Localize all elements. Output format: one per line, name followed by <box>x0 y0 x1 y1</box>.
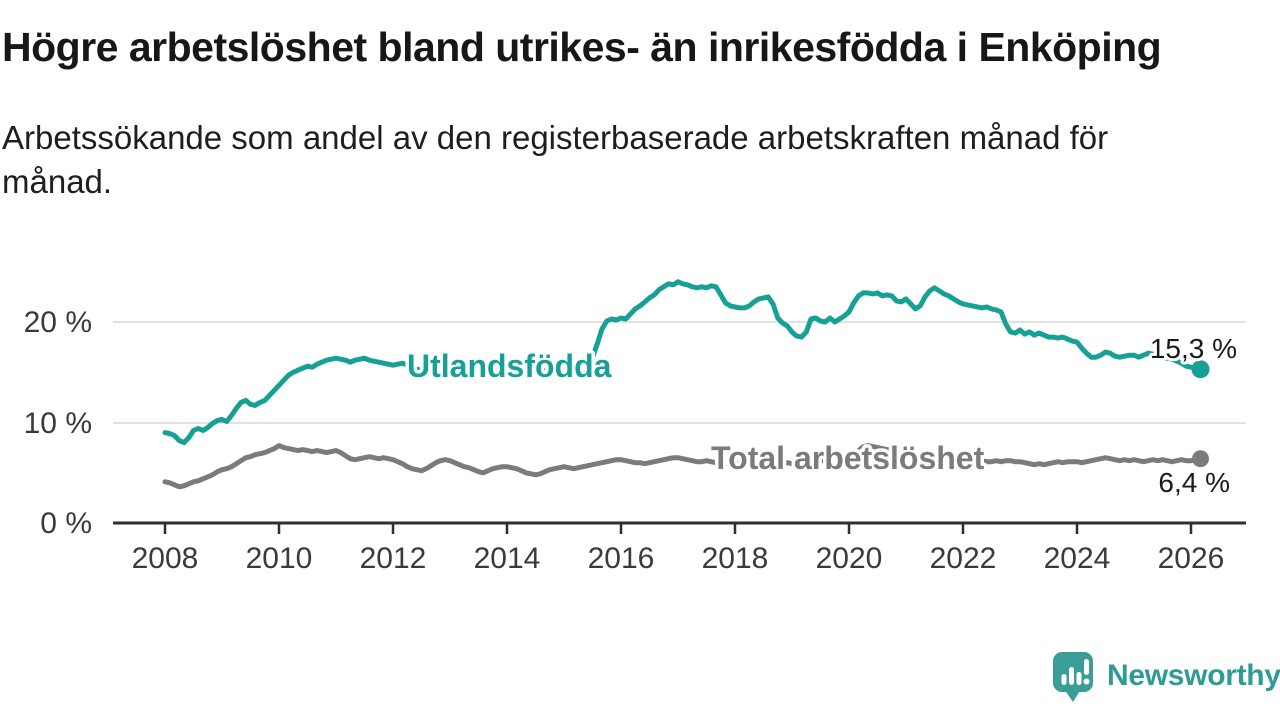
x-tick-label: 2020 <box>816 542 883 575</box>
y-axis-label-10: 10 % <box>24 407 92 440</box>
x-tick-label: 2016 <box>588 542 655 575</box>
branding: Newsworthy <box>1050 650 1280 702</box>
x-tick-label: 2026 <box>1158 542 1225 575</box>
x-tick-label: 2018 <box>702 542 769 575</box>
series-label-total-arbetsloshet: Total arbetslöshet <box>711 440 985 476</box>
page-subtitle: Arbetssökande som andel av den registerb… <box>2 119 1109 200</box>
end-value-utlandsfodda: 15,3 % <box>1150 333 1237 364</box>
x-axis-ticks <box>163 524 1193 534</box>
line-utlandsfodda <box>162 279 1203 446</box>
x-axis-labels: 2008 2010 2012 2014 2016 2018 2020 2022 … <box>132 542 1225 575</box>
x-tick-label: 2024 <box>1044 542 1111 575</box>
x-tick-label: 2014 <box>474 542 541 575</box>
y-axis-label-0: 0 % <box>40 507 92 540</box>
line-total-arbetsloshet <box>162 443 1203 490</box>
x-tick-label: 2022 <box>930 542 997 575</box>
end-dot-utlandsfodda <box>1191 360 1210 379</box>
x-tick-label: 2010 <box>246 542 313 575</box>
y-axis-label-20: 20 % <box>24 306 92 339</box>
brand-name: Newsworthy <box>1107 659 1280 692</box>
x-tick-label: 2008 <box>132 542 199 575</box>
newsworthy-speech-bubble-bars-icon <box>1053 652 1093 702</box>
page-title: Högre arbetslöshet bland utrikes- än inr… <box>2 24 1162 70</box>
series-label-utlandsfodda: Utlandsfödda <box>407 348 612 384</box>
x-tick-label: 2012 <box>360 542 427 575</box>
end-dot-total-arbetsloshet <box>1192 450 1209 468</box>
end-value-total-arbetsloshet: 6,4 % <box>1158 467 1230 498</box>
